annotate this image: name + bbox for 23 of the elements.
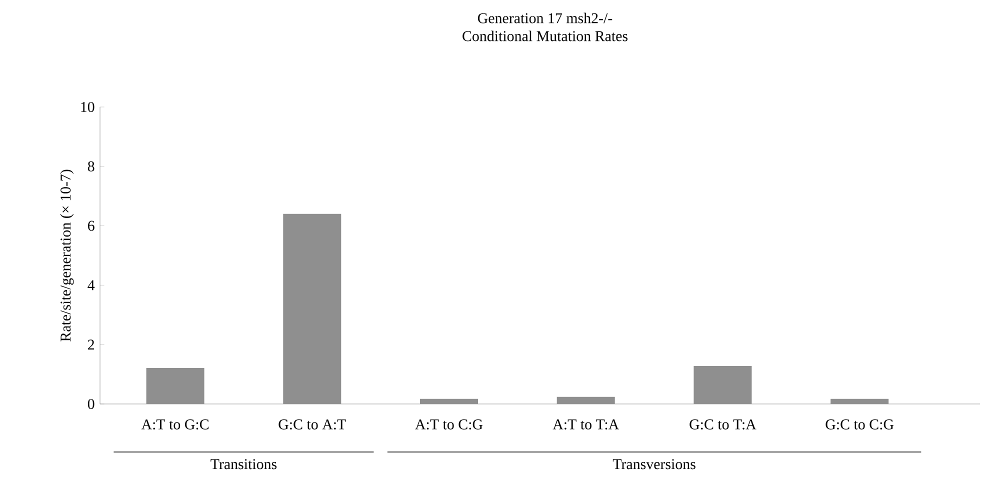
bar: [283, 214, 342, 404]
y-tick-label: 4: [88, 280, 95, 290]
y-tick-label: 6: [88, 220, 94, 231]
x-tick-label: A:T to T:A: [552, 419, 620, 430]
x-tick-label: G:C to T:A: [690, 419, 756, 430]
y-tick-label: 10: [81, 102, 94, 112]
bar: [694, 366, 752, 404]
y-tick-label: 0: [88, 398, 94, 410]
y-axis-title: Rate/site/generation (× 10-7): [60, 170, 74, 342]
bar: [830, 398, 889, 404]
text: Transitions: [210, 459, 277, 470]
chart-title: Generation 17 msh2-/-: [478, 12, 612, 24]
text: Transversions: [612, 459, 696, 470]
y-tick-label: 2: [88, 340, 94, 350]
y-tick-label: 8: [88, 161, 94, 172]
x-tick-label: G:C to A:T: [278, 419, 346, 430]
bar: [146, 368, 204, 404]
x-tick-label: A:T to C:G: [415, 419, 483, 430]
x-tick-label: G:C to C:G: [826, 419, 894, 430]
x-tick-label: A:T to G:C: [141, 419, 208, 430]
chart-subtitle: Conditional Mutation Rates: [462, 30, 628, 42]
bar: [420, 398, 478, 404]
bar: [556, 396, 615, 404]
